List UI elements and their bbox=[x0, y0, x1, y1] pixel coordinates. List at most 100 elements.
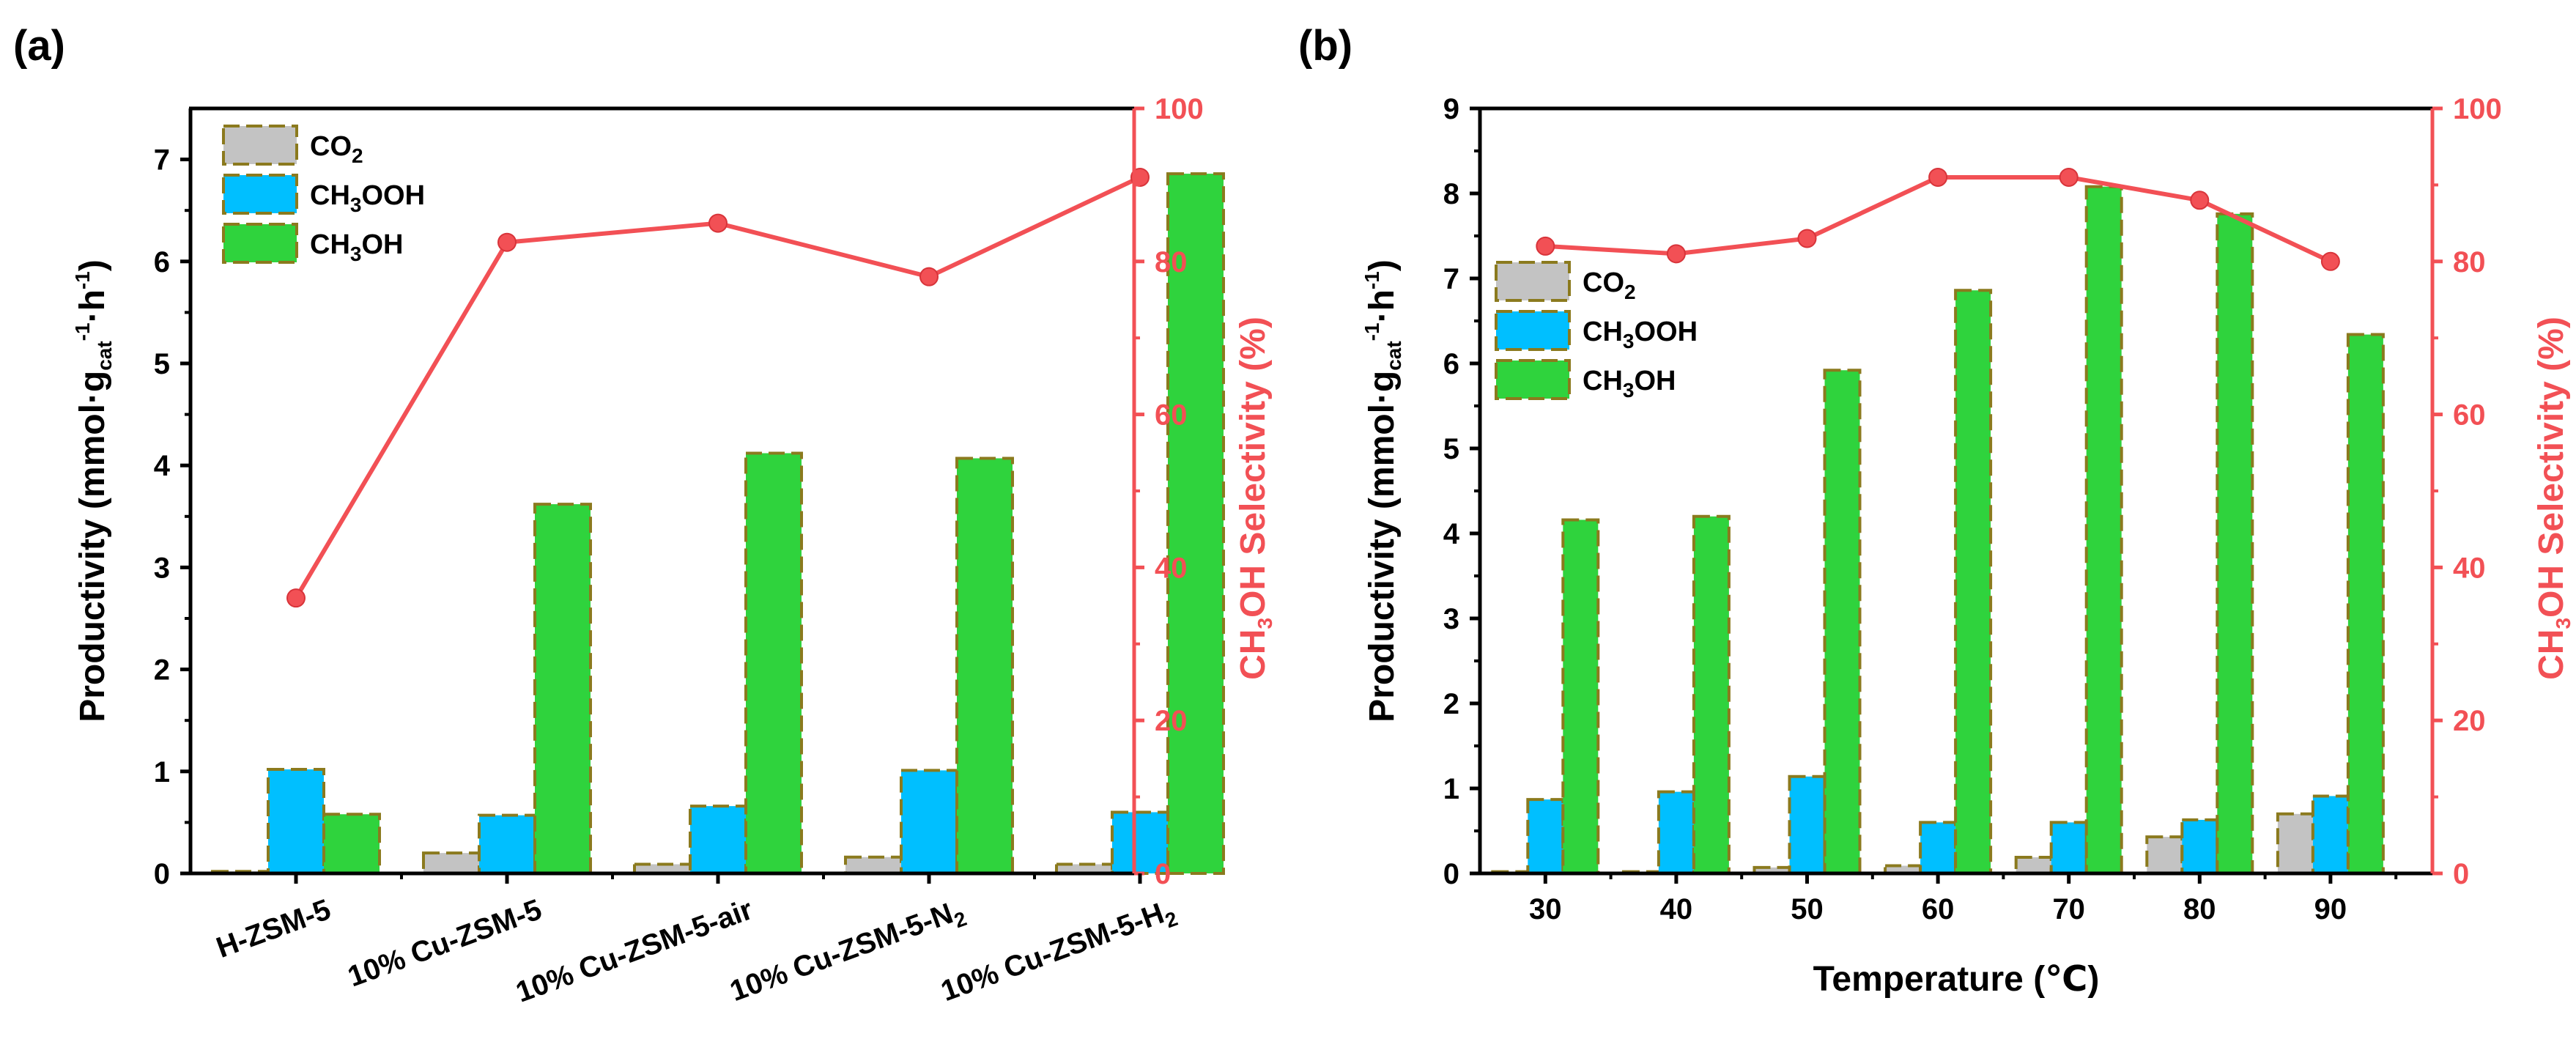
legend-swatch-ch3ooh bbox=[1495, 310, 1571, 351]
x-category-label: H-ZSM-5 bbox=[212, 893, 335, 964]
panel-label: (b) bbox=[1298, 22, 1352, 70]
y-tick-label: 9 bbox=[1443, 93, 1459, 125]
y-tick-label: 4 bbox=[154, 450, 171, 482]
y-tick-label: 2 bbox=[1443, 688, 1459, 720]
y-axis-title: Productivity (mmol·gcat-1·h-1) bbox=[1361, 259, 1405, 722]
y2-tick-label: 0 bbox=[2453, 858, 2469, 890]
x-category-label: 40 bbox=[1660, 893, 1693, 925]
y2-axis-title: CH3OH Selectivity (%) bbox=[1234, 317, 1276, 680]
bar-co2-7 bbox=[2276, 812, 2314, 876]
legend-swatch-ch3oh bbox=[222, 223, 298, 264]
x-category-label: 10% Cu-ZSM-5-air bbox=[511, 893, 757, 1009]
legend-label-ch3oh: CH3OH bbox=[1583, 366, 1676, 402]
bar-co2-2 bbox=[422, 851, 481, 876]
legend-swatch-co2 bbox=[222, 125, 298, 166]
bar-ch3oh-3 bbox=[744, 451, 803, 875]
y-tick-label: 3 bbox=[154, 552, 170, 584]
bar-ch3ooh-2 bbox=[478, 813, 536, 876]
selectivity-line bbox=[1545, 174, 2332, 264]
selectivity-point-7 bbox=[2320, 251, 2340, 271]
y2-tick-label: 100 bbox=[1155, 93, 1204, 125]
selectivity-point-1 bbox=[286, 588, 306, 608]
y-tick-label: 2 bbox=[154, 654, 170, 687]
selectivity-point-3 bbox=[708, 213, 728, 233]
y-tick-label: 6 bbox=[1443, 348, 1459, 380]
legend-label-ch3ooh: CH3OOH bbox=[1583, 317, 1698, 352]
legend-label-co2: CO2 bbox=[310, 131, 363, 167]
y2-tick-label: 100 bbox=[2453, 93, 2502, 125]
selectivity-point-2 bbox=[1666, 244, 1686, 264]
y2-tick-label: 20 bbox=[1155, 705, 1188, 737]
bar-ch3oh-5 bbox=[2084, 185, 2123, 876]
selectivity-point-4 bbox=[919, 267, 939, 286]
selectivity-point-4 bbox=[1928, 167, 1948, 187]
bar-ch3ooh-4 bbox=[900, 769, 958, 875]
bar-ch3oh-1 bbox=[322, 813, 381, 876]
y2-tick-label: 60 bbox=[2453, 399, 2486, 432]
panel-a-chart: (a) 0 1 2 3 4 5 6 7 0 20 40 60 80 100 H-ZSM-5 10% Cu-ZSM… bbox=[13, 22, 1276, 1013]
bar-ch3ooh-4 bbox=[1919, 821, 1958, 876]
bar-ch3ooh-3 bbox=[689, 805, 747, 876]
y2-tick-label: 60 bbox=[1155, 399, 1188, 432]
y2-tick-label: 20 bbox=[2453, 705, 2486, 737]
bar-ch3oh-4 bbox=[955, 456, 1014, 875]
bar-ch3ooh-3 bbox=[1788, 774, 1826, 876]
y-tick-label: 0 bbox=[1443, 858, 1459, 890]
x-category-label: 90 bbox=[2314, 893, 2347, 925]
y-tick-label: 3 bbox=[1443, 603, 1459, 635]
y-tick-label: 5 bbox=[1443, 433, 1459, 465]
x-category-label: 30 bbox=[1529, 893, 1562, 925]
legend-swatch-ch3ooh bbox=[222, 174, 298, 215]
y2-tick-label: 80 bbox=[1155, 246, 1188, 278]
bar-co2-4 bbox=[844, 855, 903, 876]
y2-tick-label: 40 bbox=[2453, 552, 2486, 584]
y-tick-label: 4 bbox=[1443, 518, 1460, 550]
selectivity-point-1 bbox=[1536, 236, 1555, 256]
selectivity-line bbox=[294, 175, 1141, 599]
y2-tick-label: 40 bbox=[1155, 552, 1188, 584]
panel-label: (a) bbox=[13, 22, 65, 70]
y-tick-label: 0 bbox=[154, 858, 170, 890]
bar-ch3oh-5 bbox=[1166, 172, 1225, 875]
x-category-label: 10% Cu-ZSM-5-H2 bbox=[937, 893, 1181, 1013]
y-axis-title: Productivity (mmol·gcat-1·h-1) bbox=[71, 259, 116, 722]
legend-label-ch3ooh: CH3OOH bbox=[310, 180, 425, 216]
legend-swatch-ch3oh bbox=[1495, 359, 1571, 400]
x-category-label: 50 bbox=[1791, 893, 1824, 925]
bar-ch3ooh-7 bbox=[2311, 794, 2350, 875]
selectivity-point-6 bbox=[2190, 191, 2210, 210]
y-tick-label: 1 bbox=[1443, 773, 1459, 805]
x-category-label: 60 bbox=[1922, 893, 1955, 925]
y-tick-label: 1 bbox=[154, 756, 170, 788]
x-axis-title: Temperature (℃) bbox=[1813, 960, 2100, 999]
x-category-label: 70 bbox=[2052, 893, 2085, 925]
y2-tick-label: 0 bbox=[1155, 858, 1171, 890]
y2-tick-label: 80 bbox=[2453, 246, 2486, 278]
bar-ch3oh-7 bbox=[2346, 333, 2385, 875]
selectivity-point-3 bbox=[1797, 229, 1817, 248]
bar-ch3ooh-6 bbox=[2180, 818, 2219, 876]
bar-ch3oh-2 bbox=[533, 503, 592, 875]
legend-swatch-co2 bbox=[1495, 261, 1571, 302]
selectivity-point-2 bbox=[497, 232, 517, 252]
y-tick-label: 7 bbox=[1443, 263, 1459, 295]
bar-co2-6 bbox=[2145, 835, 2184, 875]
bar-ch3ooh-1 bbox=[1526, 798, 1565, 875]
bar-ch3oh-1 bbox=[1561, 518, 1600, 875]
bar-ch3oh-6 bbox=[2216, 212, 2254, 875]
y-tick-label: 5 bbox=[154, 348, 170, 380]
y-tick-label: 7 bbox=[154, 144, 170, 177]
legend-label-co2: CO2 bbox=[1583, 267, 1636, 303]
x-category-label: 80 bbox=[2183, 893, 2216, 925]
bar-ch3oh-4 bbox=[1954, 289, 1993, 875]
y-tick-label: 6 bbox=[154, 246, 170, 278]
bar-ch3ooh-1 bbox=[267, 768, 325, 875]
bar-ch3oh-2 bbox=[1692, 514, 1731, 875]
bar-ch3oh-3 bbox=[1823, 369, 1862, 875]
bar-co2-5 bbox=[2014, 855, 2053, 875]
legend-label-ch3oh: CH3OH bbox=[310, 229, 403, 265]
x-category-label: 10% Cu-ZSM-5-N2 bbox=[726, 893, 970, 1013]
bar-ch3ooh-5 bbox=[2049, 821, 2088, 876]
